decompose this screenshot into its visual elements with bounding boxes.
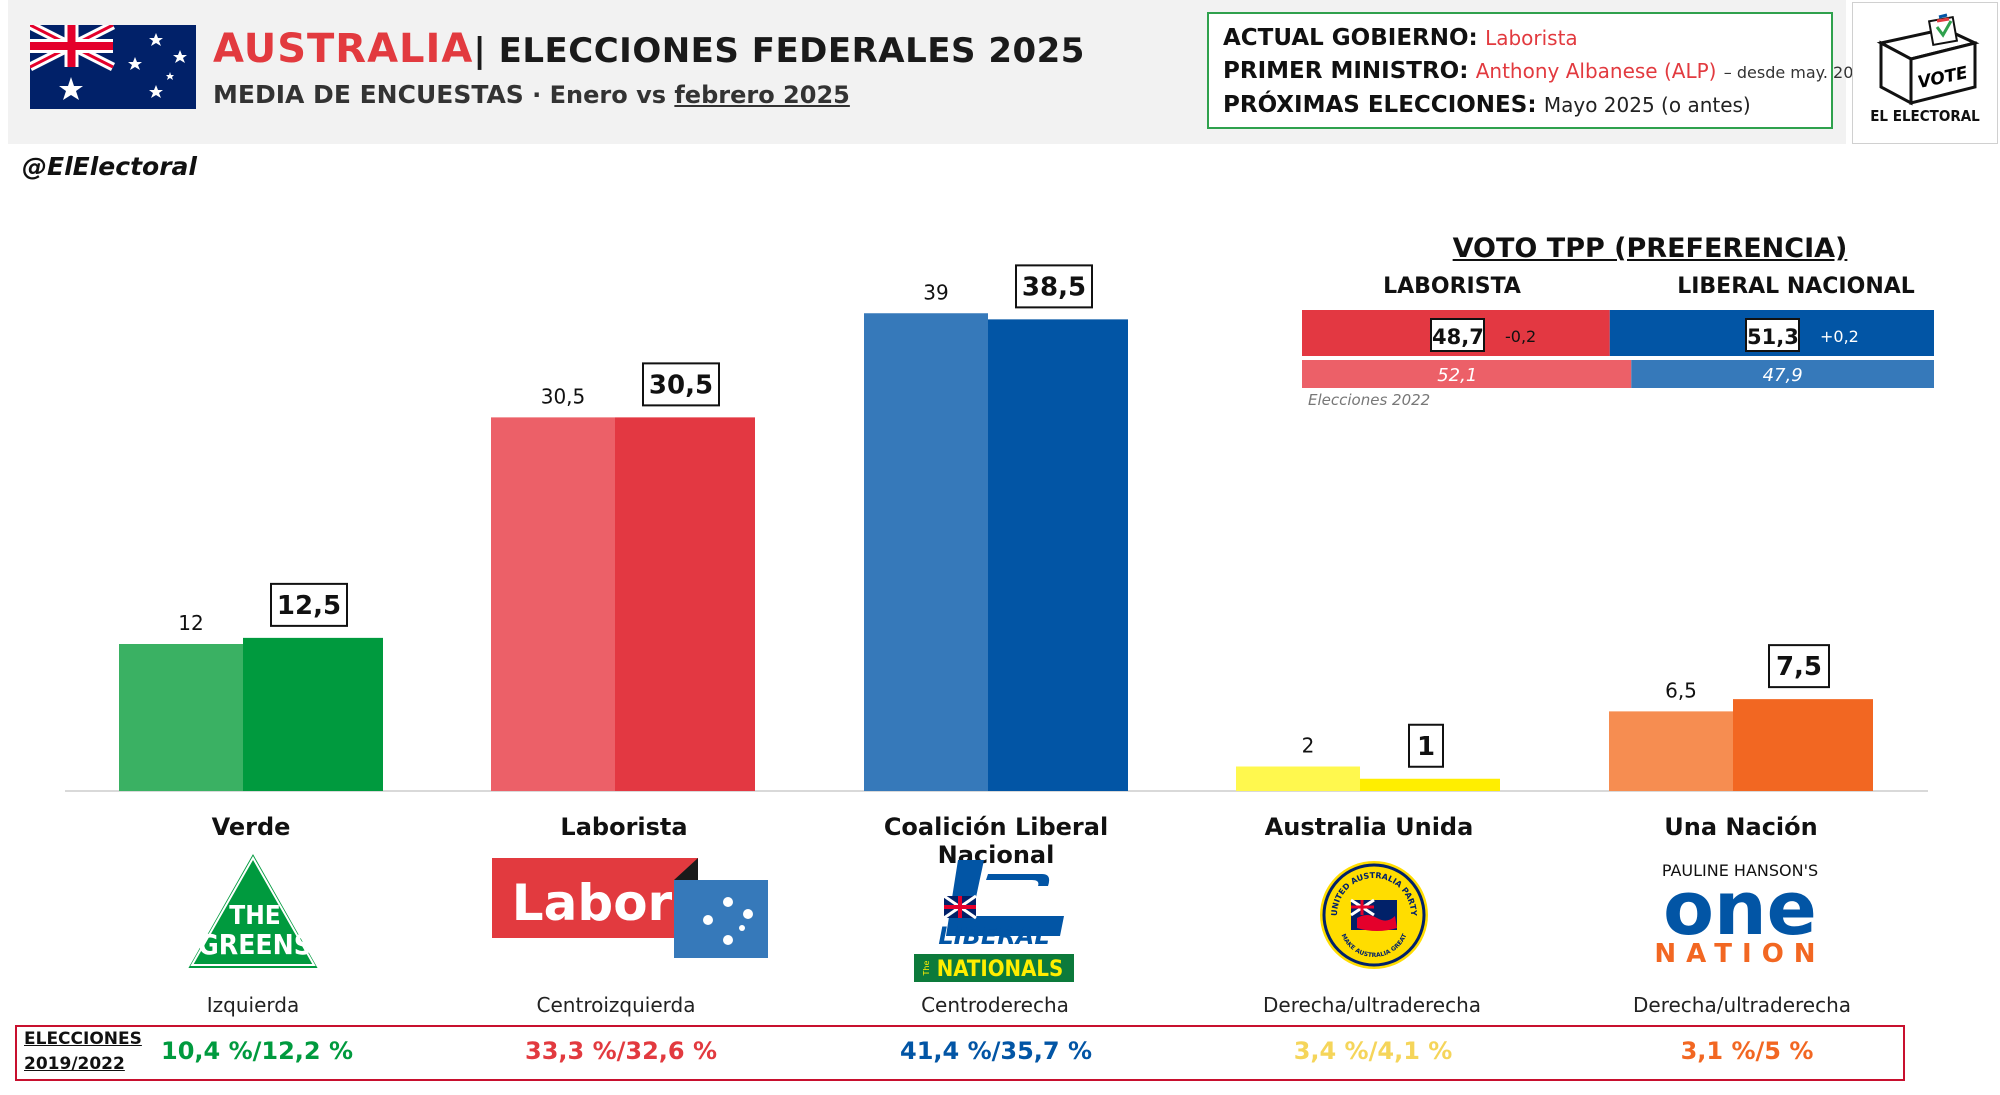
bars-layer [119, 313, 1873, 791]
page-subtitle: MEDIA DE ENCUESTAS · Enero vs febrero 20… [213, 80, 850, 109]
tpp-note: Elecciones 2022 [1308, 391, 1431, 409]
title-rest: | ELECCIONES FEDERALES 2025 [473, 31, 1085, 71]
tpp-previous-left-bar [1302, 360, 1632, 388]
category-name-una-nacion: Una Nación [1664, 813, 1818, 841]
label-feb-laborista: 30,5 [649, 370, 713, 400]
label-jan-australia-unida: 2 [1302, 734, 1315, 758]
tpp-left-delta: -0,2 [1505, 327, 1537, 346]
tpp-previous-right-bar [1631, 360, 1934, 388]
twitter-handle: @ElElectoral [22, 152, 197, 181]
result-laborista: 33,3 %/32,6 % [525, 1037, 717, 1065]
greens-logo-icon: THE GREENS [181, 846, 325, 972]
tpp-left-value: 48,7 [1430, 318, 1485, 352]
category-ideology-verde: Izquierda [206, 993, 300, 1017]
bar-jan-coalicion [864, 313, 988, 791]
label-feb-verde: 12,5 [277, 591, 341, 621]
government-info-box: ACTUAL GOBIERNO: Laborista PRIMER MINIST… [1207, 12, 1874, 129]
bar-feb-coalicion [988, 319, 1128, 791]
tpp-left-name: LABORISTA [1383, 274, 1521, 299]
tpp-title: VOTO TPP (PREFERENCIA) [1452, 233, 1848, 264]
category-ideology-australia-unida: Derecha/ultraderecha [1262, 993, 1482, 1017]
subtitle-sep: · [523, 81, 550, 109]
pm-value: Anthony Albanese (ALP) [1475, 59, 1717, 83]
label-feb-una-nacion: 7,5 [1776, 652, 1822, 682]
ballot-box-icon: VOTE [1876, 13, 1980, 106]
previous-elections-label: ELECCIONES 2019/2022 [24, 1027, 142, 1077]
bar-jan-laborista [491, 417, 615, 791]
subtitle-main: MEDIA DE ENCUESTAS [213, 80, 524, 109]
liberal-nationals-logo-icon: LIBERAL The NATIONALS [914, 860, 1074, 982]
next-election-label: PRÓXIMAS ELECCIONES: [1223, 92, 1537, 118]
tpp-right-name: LIBERAL NACIONAL [1677, 274, 1915, 299]
label-box-feb-coalicion [1015, 264, 1093, 309]
tpp-bars [1302, 310, 1934, 388]
tpp-right-value: 51,3 [1745, 318, 1800, 352]
bar-jan-una-nacion [1609, 711, 1733, 791]
gov-label: ACTUAL GOBIERNO: [1223, 25, 1478, 51]
previous-elections-label-line2: 2019/2022 [24, 1054, 125, 1074]
result-australia-unida: 3,4 %/4,1 % [1293, 1037, 1453, 1065]
result-coalicion: 41,4 %/35,7 % [900, 1037, 1092, 1065]
bar-feb-laborista [615, 417, 755, 791]
bar-jan-australia-unida [1236, 766, 1360, 791]
pm-label: PRIMER MINISTRO: [1223, 58, 1469, 84]
category-name-laborista: Laborista [560, 813, 688, 841]
united-australia-logo-icon: UNITED AUSTRALIA PARTY MAKE AUSTRALIA GR… [1320, 861, 1428, 969]
labor-logo-text: Labor [512, 874, 673, 932]
label-jan-verde: 12 [178, 611, 203, 635]
label-box-feb-verde [270, 582, 348, 627]
greens-logo-text-2: GREENS [198, 928, 312, 961]
next-election-value: Mayo 2025 (o antes) [1543, 93, 1751, 117]
label-jan-coalicion: 39 [923, 280, 948, 304]
bar-feb-una-nacion [1733, 699, 1873, 791]
liberal-logo-text: LIBERAL [938, 922, 1049, 950]
category-ideology-coalicion: Centroderecha [921, 993, 1069, 1017]
category-name-verde: Verde [211, 813, 291, 841]
label-feb-coalicion: 38,5 [1022, 272, 1086, 302]
subtitle-prefix: Enero vs [549, 81, 675, 109]
nationals-logo-small-text: The [922, 960, 931, 976]
bar-feb-australia-unida [1360, 778, 1500, 791]
tpp-previous-left-value: 52,1 [1437, 365, 1478, 386]
label-jan-laborista: 30,5 [541, 384, 586, 408]
previous-elections-label-line1: ELECCIONES [24, 1029, 142, 1049]
one-nation-logo-text-3: NATION [1654, 939, 1825, 968]
category-name-australia-unida: Australia Unida [1264, 813, 1474, 841]
nationals-logo-text: NATIONALS [937, 957, 1064, 982]
label-box-feb-una-nacion [1768, 644, 1830, 689]
el-electoral-logo: VOTE EL ELECTORAL [1852, 2, 1998, 144]
label-box-feb-laborista [642, 362, 720, 407]
australia-flag-icon [30, 25, 196, 109]
result-una-nacion: 3,1 %/5 % [1680, 1037, 1814, 1065]
greens-logo-text-1: THE [229, 901, 281, 931]
labels-layer: 12 12,5 30,5 30,5 39 38,5 2 1 6,5 7,5 [178, 264, 1830, 768]
category-ideology-una-nacion: Derecha/ultraderecha [1632, 993, 1852, 1017]
logo-caption: EL ELECTORAL [1870, 107, 1980, 125]
page-title: AUSTRALIA| ELECCIONES FEDERALES 2025 [213, 26, 1085, 72]
one-nation-logo-text-1: PAULINE HANSON'S [1662, 861, 1818, 880]
labor-logo-icon: Labor [492, 858, 768, 958]
subtitle-month: febrero 2025 [674, 81, 850, 109]
pm-since: – desde may. 2022 [1723, 63, 1874, 82]
result-verde: 10,4 %/12,2 % [161, 1037, 353, 1065]
title-country: AUSTRALIA [213, 26, 474, 72]
gov-value: Laborista [1485, 26, 1578, 50]
previous-elections-box [15, 1025, 1905, 1081]
tpp-previous-right-value: 47,9 [1762, 365, 1803, 386]
label-feb-australia-unida: 1 [1417, 732, 1435, 762]
label-box-feb-australia-unida [1408, 723, 1444, 768]
bar-jan-verde [119, 644, 243, 791]
one-nation-logo-icon: PAULINE HANSON'S one NATION [1654, 861, 1825, 968]
category-name-coalicion: Coalición Liberal Nacional [883, 813, 1109, 869]
tpp-right-delta: +0,2 [1820, 327, 1859, 346]
one-nation-logo-text-2: one [1663, 866, 1817, 952]
label-jan-una-nacion: 6,5 [1665, 678, 1697, 702]
bar-feb-verde [243, 637, 383, 791]
category-ideology-laborista: Centroizquierda [536, 993, 696, 1017]
